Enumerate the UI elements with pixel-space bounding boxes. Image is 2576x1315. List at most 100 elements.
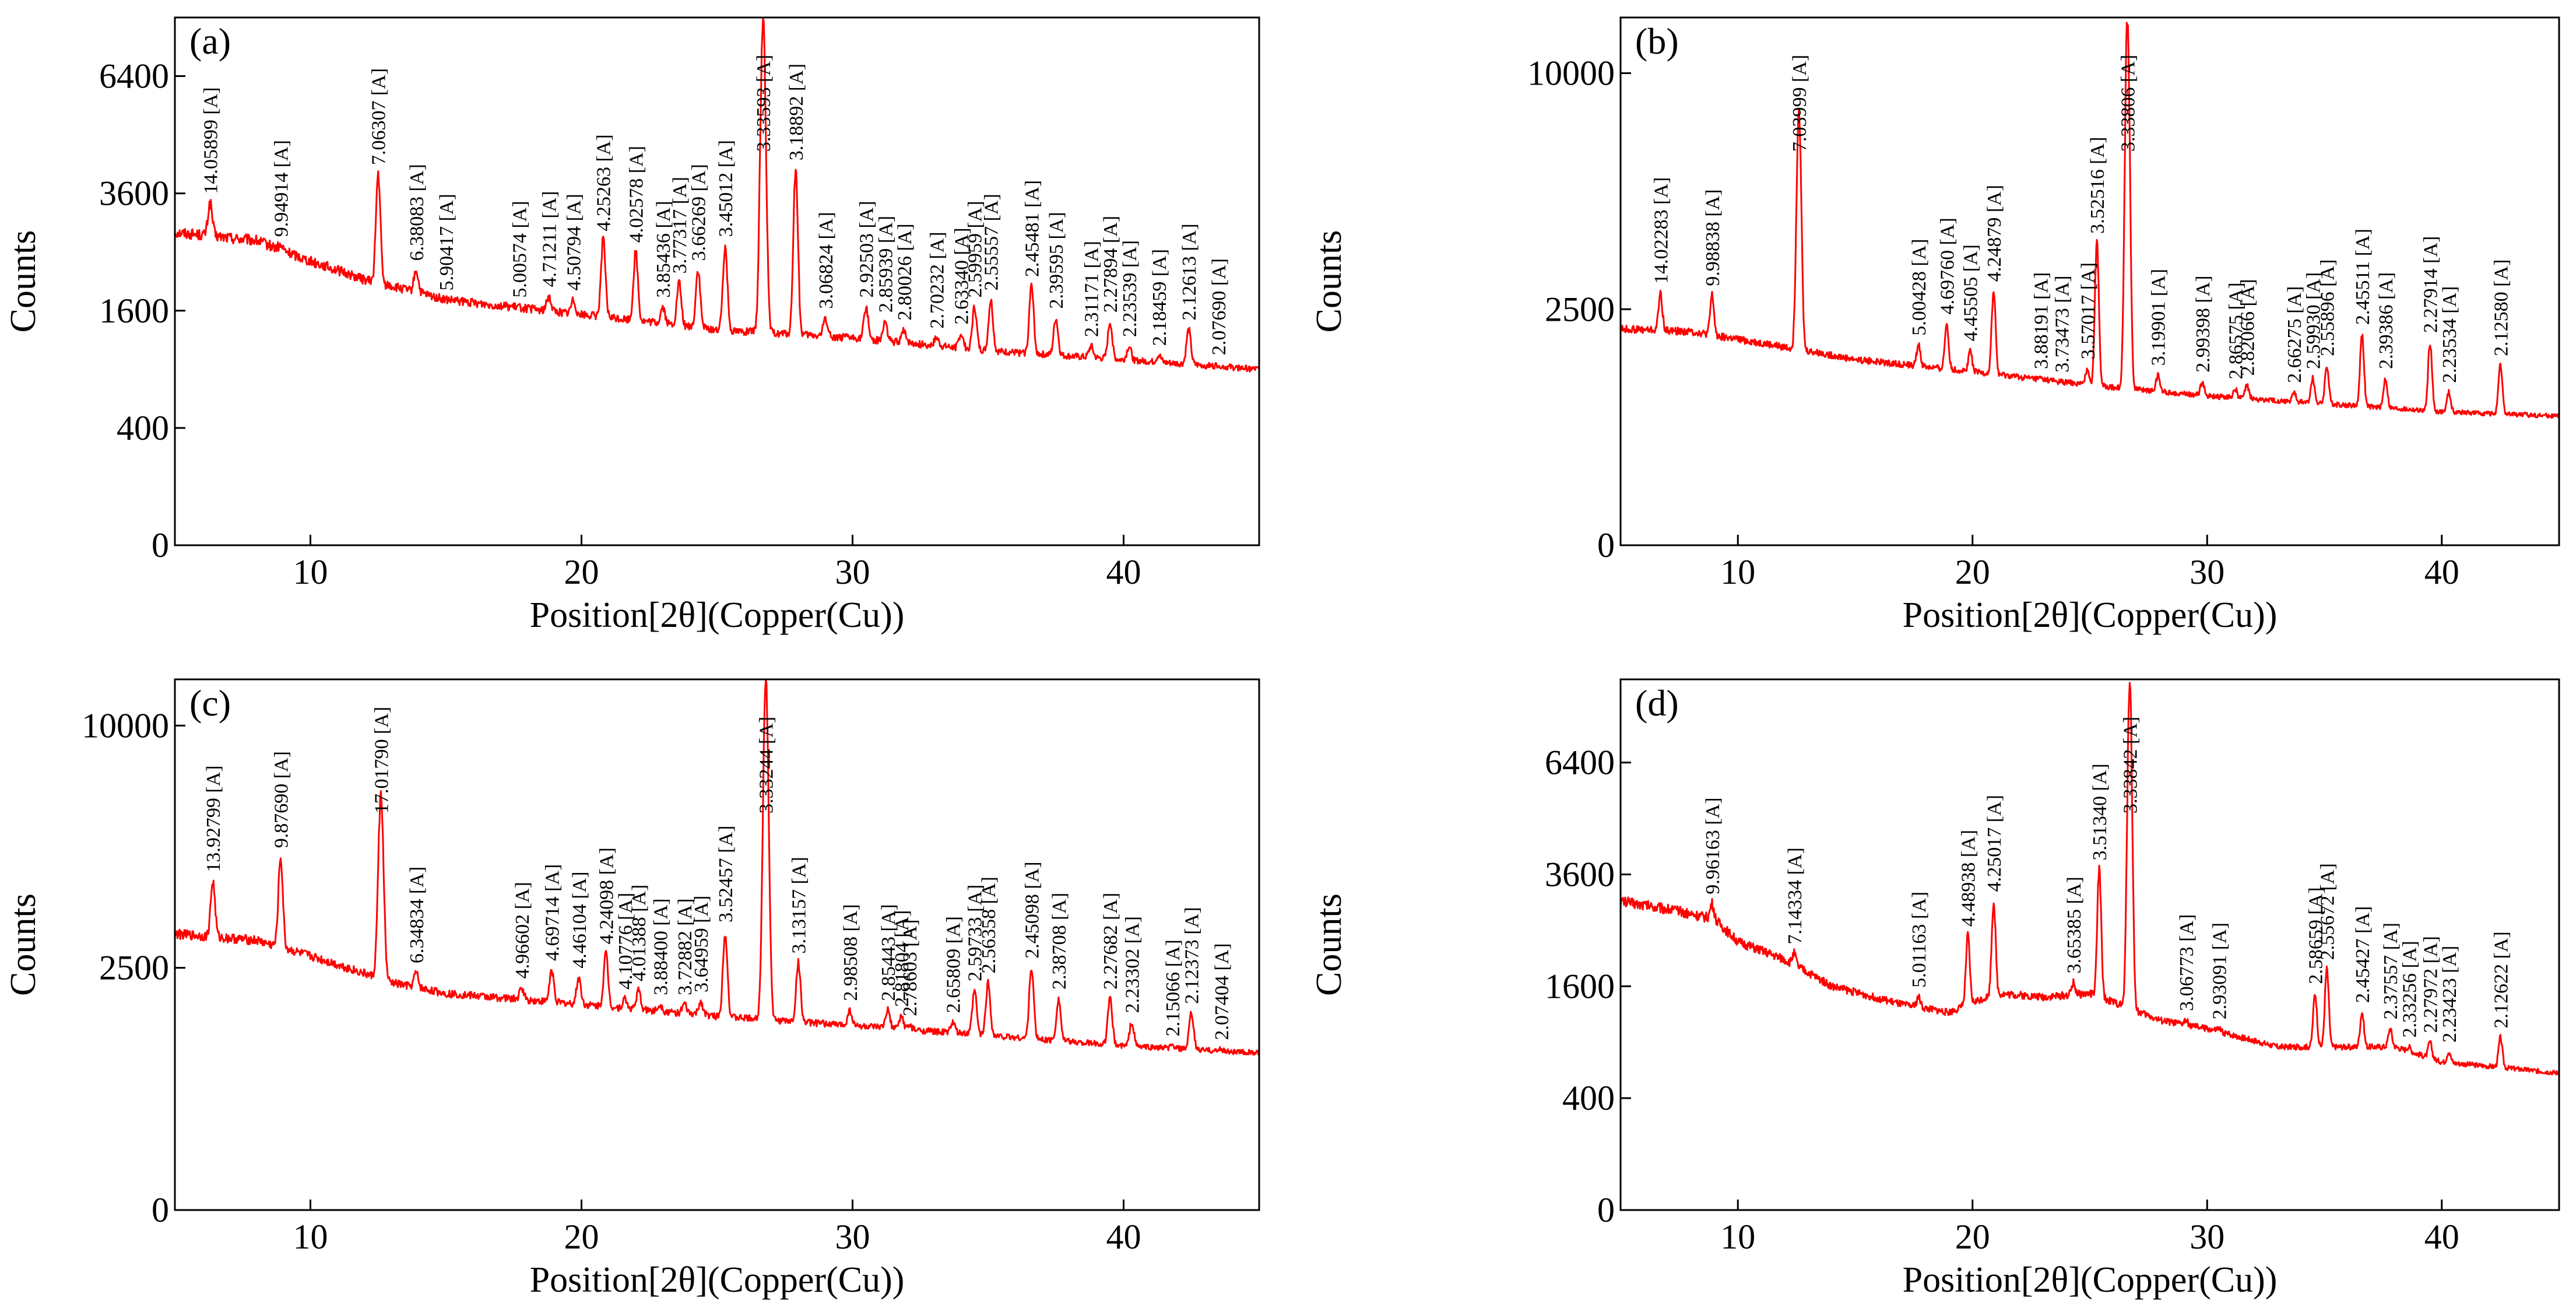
peak-label: 2.45427 [A] — [2352, 906, 2374, 1003]
x-tick-label: 10 — [293, 1218, 328, 1256]
x-tick-label: 40 — [2424, 1218, 2459, 1256]
peak-label: 2.07404 [A] — [1211, 943, 1233, 1040]
y-tick-label: 2500 — [1545, 290, 1615, 328]
y-tick-label: 0 — [1597, 526, 1615, 564]
peak-label: 2.86575 [A] — [2226, 282, 2247, 379]
peak-label: 9.98838 [A] — [1702, 189, 1724, 286]
peak-label: 5.00428 [A] — [1909, 239, 1930, 335]
peak-label: 2.15066 [A] — [1162, 939, 1184, 1036]
y-axis-title: Counts — [1309, 230, 1349, 333]
peak-label: 4.69714 [A] — [542, 864, 563, 961]
peak-label: 3.64959 [A] — [691, 895, 712, 992]
peak-label: 3.13157 [A] — [789, 857, 810, 953]
peak-label: 14.02283 [A] — [1650, 177, 1672, 284]
chart-panel-d: 10 20 30 400400160036006400(d)Position[2θ](… — [1309, 678, 2560, 1300]
peak-label: 3.51340 [A] — [2089, 763, 2111, 860]
peak-label: 3.18892 [A] — [786, 64, 807, 160]
peak-label: 2.81804 [A] — [891, 910, 913, 1007]
x-tick-label: 30 — [835, 1218, 870, 1256]
x-tick-label: 30 — [835, 553, 870, 591]
x-tick-label: 30 — [2190, 553, 2224, 591]
peak-label: 4.71211 [A] — [539, 191, 561, 287]
peak-label: 2.59930 [A] — [2303, 272, 2324, 369]
peak-label: 2.37557 [A] — [2380, 923, 2402, 1019]
peak-label: 7.03999 [A] — [1789, 55, 1811, 152]
peak-label: 2.56358 [A] — [978, 876, 1000, 973]
x-tick-label: 30 — [2190, 1218, 2224, 1256]
peak-label: 2.85939 [A] — [875, 216, 897, 313]
peak-label: 9.96163 [A] — [1702, 797, 1724, 894]
peak-label: 2.63340 [A] — [951, 227, 973, 324]
peak-label: 2.45511 [A] — [2352, 229, 2374, 325]
peak-label: 2.07690 [A] — [1208, 258, 1230, 355]
peak-label: 17.01790 [A] — [371, 707, 392, 813]
x-axis-title: Position[2θ](Copper(Cu)) — [1903, 595, 2278, 635]
y-tick-label: 400 — [1562, 1079, 1615, 1117]
peak-label: 2.27972 [A] — [2420, 936, 2442, 1033]
peak-label: 2.23539 [A] — [1119, 240, 1141, 337]
peak-label: 3.57017 [A] — [2078, 262, 2099, 359]
peak-label: 5.00574 [A] — [509, 201, 531, 297]
peak-label: 5.90417 [A] — [436, 194, 458, 290]
y-tick-label: 2500 — [99, 949, 169, 987]
peak-label: 3.65385 [A] — [2064, 876, 2085, 973]
diffraction-trace — [1619, 682, 2560, 1076]
peak-label: 2.55557 [A] — [981, 194, 1003, 290]
peak-label: 3.06824 [A] — [816, 212, 837, 308]
peak-label: 3.19901 [A] — [2148, 269, 2170, 366]
x-tick-label: 20 — [564, 553, 599, 591]
panel-label: (a) — [189, 20, 231, 62]
peak-label: 6.34834 [A] — [406, 867, 428, 963]
peak-label: 3.66269 [A] — [688, 164, 709, 261]
peak-label: 2.39386 [A] — [2375, 272, 2397, 369]
peak-label: 2.78603 [A] — [899, 919, 921, 1016]
y-tick-label: 0 — [1597, 1191, 1615, 1229]
peak-label: 2.12613 [A] — [1179, 223, 1200, 320]
x-tick-label: 20 — [1955, 553, 1990, 591]
peak-label: 2.27894 [A] — [1100, 216, 1122, 313]
diffraction-trace — [174, 16, 1260, 373]
peak-label: 2.23302 [A] — [1122, 916, 1143, 1013]
y-tick-label: 1600 — [1545, 967, 1615, 1005]
peak-label: 4.25263 [A] — [593, 134, 615, 231]
peak-label: 3.33806 [A] — [2117, 55, 2139, 152]
peak-label: 2.66275 [A] — [2284, 286, 2306, 383]
peak-label: 5.01163 [A] — [1909, 892, 1930, 988]
x-tick-label: 10 — [293, 553, 328, 591]
peak-label: 2.12580 [A] — [2490, 260, 2512, 356]
peak-label: 4.50794 [A] — [564, 194, 585, 290]
peak-label: 4.48938 [A] — [1958, 830, 1980, 927]
peak-label: 2.70232 [A] — [927, 232, 948, 328]
peak-label: 2.23534 [A] — [2439, 286, 2461, 383]
x-tick-label: 10 — [1720, 553, 1755, 591]
y-tick-label: 6400 — [1545, 744, 1615, 782]
chart-panel-a: 10 20 30 400400160036006400(a)Position[2θ](… — [3, 16, 1260, 635]
peak-label: 2.27914 [A] — [2420, 236, 2442, 333]
peak-label: 4.24879 [A] — [1984, 185, 2005, 282]
peak-label: 4.45505 [A] — [1960, 244, 1982, 341]
peak-label: 3.52516 [A] — [2087, 136, 2108, 233]
peak-label: 7.14334 [A] — [1784, 847, 1806, 944]
peak-label: 9.94914 [A] — [270, 140, 292, 237]
peak-label: 2.59959 [A] — [965, 201, 986, 297]
peak-label: 2.18459 [A] — [1149, 249, 1171, 346]
y-tick-label: 10000 — [82, 706, 169, 745]
peak-label: 3.73473 [A] — [2052, 275, 2074, 372]
panel-label: (c) — [189, 682, 231, 724]
peak-label: 2.33256 [A] — [2399, 941, 2420, 1037]
peak-label: 2.23423 [A] — [2439, 945, 2461, 1042]
x-axis-title: Position[2θ](Copper(Cu)) — [1903, 1260, 2278, 1300]
peak-label: 2.31171 [A] — [1081, 241, 1103, 337]
peak-label: 2.45098 [A] — [1021, 861, 1043, 958]
peak-label: 3.52457 [A] — [715, 826, 737, 923]
peak-label: 4.02578 [A] — [626, 146, 648, 243]
diffraction-trace — [1620, 22, 2560, 419]
panel-label: (b) — [1635, 20, 1679, 62]
peak-label: 2.58659 [A] — [2305, 887, 2327, 984]
y-tick-label: 400 — [117, 409, 169, 447]
diffraction-trace — [174, 679, 1260, 1056]
y-axis-title: Counts — [3, 230, 43, 333]
x-axis-title: Position[2θ](Copper(Cu)) — [530, 1260, 905, 1300]
